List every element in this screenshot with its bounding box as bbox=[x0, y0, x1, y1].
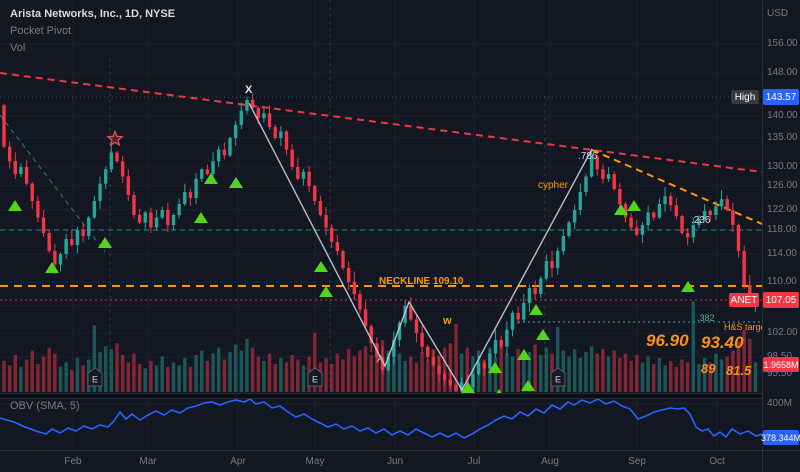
price-tick-label: 98.50 bbox=[767, 351, 793, 362]
volume-bars bbox=[2, 301, 758, 392]
pocket-pivot-marker bbox=[194, 212, 208, 223]
month-tick-label: Oct bbox=[709, 456, 725, 467]
price-tick-label: 118.00 bbox=[767, 224, 797, 235]
left-teal-trend-line[interactable] bbox=[0, 114, 106, 253]
pocket-pivot-marker bbox=[495, 389, 503, 394]
indicator-pocket-pivot[interactable]: Pocket Pivot bbox=[10, 25, 72, 37]
candlestick-series bbox=[2, 93, 758, 394]
pocket-pivot-marker bbox=[8, 200, 22, 211]
price-tick-label: 95.50 bbox=[767, 368, 793, 379]
pocket-pivot-marker bbox=[488, 362, 502, 373]
pocket-pivot-marker bbox=[314, 261, 328, 272]
pocket-pivot-marker bbox=[45, 262, 59, 273]
obv-line bbox=[0, 398, 762, 439]
svg-text:E: E bbox=[555, 375, 561, 385]
obv-tick-label: 400M bbox=[767, 398, 793, 409]
svg-text:E: E bbox=[92, 375, 98, 385]
indicator-vol[interactable]: Vol bbox=[10, 42, 26, 54]
time-axis[interactable]: Feb Mar Apr May Jun Jul Aug Sep Oct bbox=[0, 450, 762, 472]
axis-corner bbox=[762, 450, 800, 472]
pocket-pivot-marker bbox=[98, 237, 112, 248]
price-tick-label: 106.00 bbox=[767, 300, 798, 311]
descending-resistance-line[interactable] bbox=[0, 72, 762, 173]
pocket-pivot-marker bbox=[461, 382, 475, 393]
level-lines[interactable] bbox=[0, 0, 762, 392]
pocket-pivot-marker bbox=[517, 349, 531, 360]
chart-legend: Arista Networks, Inc., 1D, NYSE Pocket P… bbox=[10, 6, 175, 57]
pocket-pivot-marker bbox=[627, 200, 641, 211]
month-tick-label: Mar bbox=[139, 456, 157, 467]
earnings-icon[interactable]: E bbox=[550, 367, 566, 387]
price-axis-unit: USD bbox=[767, 8, 789, 19]
pocket-pivot-marker bbox=[521, 380, 535, 391]
indicator-obv[interactable]: OBV (SMA, 5) bbox=[10, 400, 80, 412]
orange-trend-line[interactable] bbox=[591, 149, 762, 225]
month-tick-label: Jun bbox=[386, 456, 404, 467]
pocket-pivot-marker bbox=[681, 281, 695, 292]
earnings-icon[interactable]: E bbox=[307, 367, 323, 387]
month-tick-label: Sep bbox=[628, 456, 646, 467]
price-tick-label: 140.00 bbox=[767, 110, 798, 121]
price-tick-label: 110.00 bbox=[767, 276, 797, 287]
month-tick-label: Feb bbox=[64, 456, 82, 467]
price-tick-label: 135.00 bbox=[767, 132, 798, 143]
price-tick-label: 148.00 bbox=[767, 67, 798, 78]
pocket-pivot-marker bbox=[204, 173, 218, 184]
price-tick-label: 102.00 bbox=[767, 327, 798, 338]
grid-lines bbox=[0, 0, 762, 450]
pocket-pivot-marker bbox=[529, 304, 543, 315]
symbol-title[interactable]: Arista Networks, Inc., 1D, NYSE bbox=[10, 8, 176, 20]
pocket-pivot-marker bbox=[319, 286, 333, 297]
pocket-pivot-marker bbox=[536, 329, 550, 340]
price-tick-label: 130.00 bbox=[767, 161, 798, 172]
pattern-zigzag-line[interactable] bbox=[248, 102, 593, 392]
pocket-pivot-marker bbox=[229, 177, 243, 188]
pocket-pivot-markers bbox=[8, 173, 695, 394]
price-tick-label: 156.00 bbox=[767, 38, 798, 49]
price-axis[interactable]: USD 156.00 148.00 140.00 135.00 130.00 126.00… bbox=[762, 0, 800, 472]
price-tick-label: 126.00 bbox=[767, 180, 798, 191]
price-tick-label: 122.00 bbox=[767, 204, 798, 215]
month-tick-label: May bbox=[305, 456, 325, 467]
pane-separator[interactable] bbox=[0, 393, 800, 399]
star-marker-icon bbox=[106, 129, 124, 147]
price-tick-label: 114.00 bbox=[767, 248, 797, 259]
month-tick-label: Jul bbox=[467, 456, 481, 467]
svg-text:E: E bbox=[312, 375, 318, 385]
month-tick-label: Apr bbox=[230, 456, 246, 467]
earnings-icon[interactable]: E bbox=[87, 367, 103, 387]
pocket-pivot-marker bbox=[614, 204, 628, 215]
month-tick-label: Aug bbox=[541, 456, 559, 467]
